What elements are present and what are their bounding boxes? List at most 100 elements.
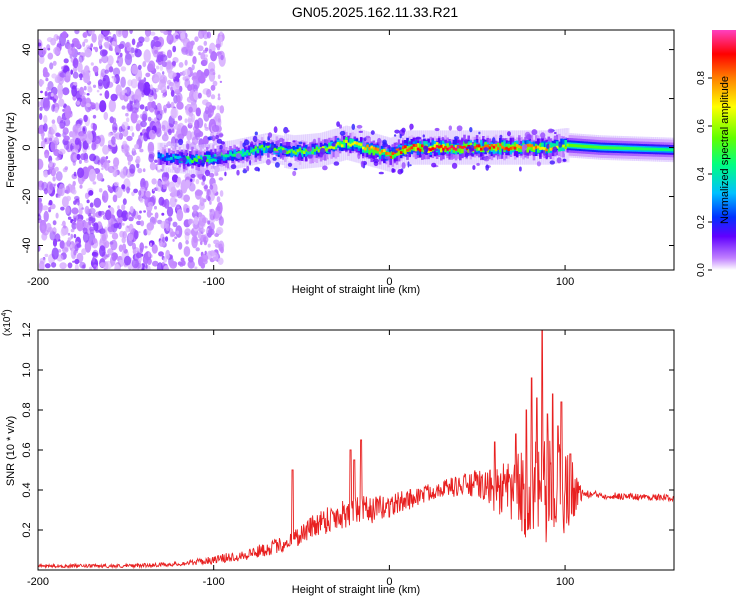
heatmap-cell	[80, 153, 86, 161]
heatmap-cell	[408, 140, 411, 151]
heatmap-cell	[132, 147, 135, 152]
heatmap-cell	[612, 146, 616, 150]
heatmap-cell	[126, 102, 134, 112]
heatmap-cell	[44, 91, 48, 97]
heatmap-cell	[140, 120, 147, 128]
heatmap-cell	[210, 51, 218, 62]
heatmap-cell	[117, 222, 122, 230]
heatmap-cell	[215, 135, 220, 140]
heatmap-cell	[661, 148, 664, 151]
heatmap-cell	[149, 107, 155, 113]
snr-y-ticks: 0.2 0.4 0.6 0.8 1.0 1.2	[21, 322, 674, 538]
y-tick-label: 0.8	[21, 402, 33, 417]
heatmap-cell	[368, 147, 371, 150]
heatmap-cell	[212, 72, 216, 76]
heatmap-cell	[157, 105, 161, 112]
heatmap-cell	[652, 147, 656, 151]
heatmap-cell	[108, 222, 112, 228]
colorbar: 0.0 0.2 0.4 0.6 0.8 Normalized spectral ampl…	[696, 30, 736, 277]
heatmap-cell	[477, 144, 481, 148]
heatmap-cell	[122, 198, 127, 206]
heatmap-cell	[93, 135, 101, 145]
heatmap-cell	[217, 93, 221, 98]
heatmap-cell	[203, 185, 208, 190]
heatmap-cell	[197, 155, 201, 159]
heatmap-cell	[306, 146, 313, 152]
heatmap-cell	[349, 138, 352, 145]
heatmap-cell	[191, 235, 198, 249]
heatmap-cell	[145, 190, 151, 198]
heatmap-cell	[362, 146, 365, 150]
heatmap-cell	[38, 201, 43, 215]
heatmap-cell	[252, 148, 255, 155]
heatmap-cell	[112, 76, 117, 84]
heatmap-cell	[156, 262, 164, 270]
heatmap-cell	[372, 146, 376, 150]
heatmap-cell	[45, 77, 49, 82]
heatmap-cell	[159, 156, 163, 160]
heatmap-cell	[115, 186, 123, 199]
heatmap-cell	[505, 146, 508, 150]
heatmap-cell	[198, 51, 201, 56]
heatmap-cell	[89, 102, 96, 109]
heatmap-cell	[311, 147, 314, 154]
heatmap-cell	[76, 123, 82, 133]
heatmap-cell	[243, 152, 247, 155]
heatmap-cell	[137, 231, 141, 234]
heatmap-cell	[272, 156, 277, 161]
heatmap-cell	[499, 143, 502, 147]
heatmap-cell	[163, 265, 170, 270]
heatmap-cell	[208, 49, 212, 54]
heatmap-cell	[184, 179, 191, 189]
heatmap-cell	[102, 190, 109, 203]
heatmap-cell	[149, 242, 153, 247]
heatmap-cell	[85, 218, 89, 222]
heatmap-cell	[188, 106, 193, 113]
heatmap-cell	[461, 147, 464, 154]
heatmap-cell	[456, 125, 463, 132]
heatmap-cell	[176, 94, 181, 103]
heatmap-cell	[151, 178, 157, 185]
heatmap-cell	[56, 35, 60, 40]
heatmap-cell	[519, 166, 522, 172]
heatmap-cell	[206, 88, 212, 98]
heatmap-cell	[300, 150, 304, 154]
heatmap-cell	[115, 52, 120, 56]
heatmap-cell	[391, 153, 395, 159]
heatmap-cell	[121, 236, 126, 244]
heatmap-cell	[207, 243, 211, 248]
heatmap-cell	[114, 263, 121, 270]
heatmap-cell	[617, 146, 620, 150]
heatmap-cell	[72, 189, 77, 195]
heatmap-cell	[148, 129, 156, 140]
heatmap-cell	[160, 30, 165, 34]
heatmap-cell	[298, 148, 302, 152]
heatmap-cell	[57, 194, 61, 198]
heatmap-cell	[125, 112, 129, 117]
heatmap-cell	[336, 121, 340, 127]
heatmap-cell	[642, 147, 645, 151]
heatmap-cell	[88, 212, 92, 216]
heatmap-cell	[38, 245, 41, 252]
heatmap-cell	[279, 152, 282, 160]
heatmap-cell	[440, 144, 443, 148]
heatmap-cell	[203, 57, 208, 65]
heatmap-cell	[164, 219, 169, 229]
heatmap-cell	[168, 157, 171, 161]
heatmap-cell	[92, 251, 97, 256]
heatmap-cell	[143, 81, 151, 96]
heatmap-cell	[73, 153, 78, 161]
heatmap-cell	[135, 123, 141, 132]
heatmap-cell	[558, 141, 563, 148]
heatmap-cell	[209, 222, 215, 231]
heatmap-cell	[58, 239, 61, 242]
heatmap-cell	[49, 137, 53, 142]
heatmap-cell	[149, 84, 153, 90]
heatmap-cell	[82, 231, 90, 243]
heatmap-cell	[219, 105, 225, 114]
heatmap-cell	[334, 143, 338, 147]
heatmap-cell	[246, 165, 250, 172]
heatmap-cell	[543, 141, 546, 152]
heatmap-cell	[38, 42, 42, 47]
heatmap-cell	[362, 146, 365, 153]
